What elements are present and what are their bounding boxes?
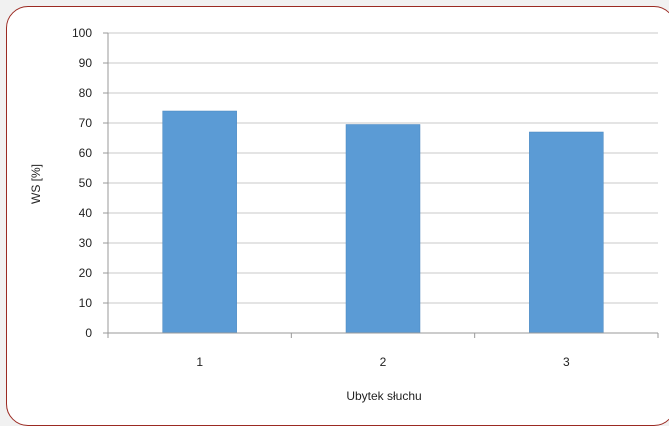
- y-tick-label: 40: [79, 206, 93, 220]
- y-tick-label: 0: [85, 326, 92, 340]
- y-tick-label: 70: [79, 116, 93, 130]
- y-tick-label: 50: [79, 176, 93, 190]
- y-tick-label: 20: [79, 266, 93, 280]
- y-tick-label: 60: [79, 146, 93, 160]
- y-tick-label: 10: [79, 296, 93, 310]
- bar-3: [529, 131, 604, 334]
- y-axis-title: WS [%]: [29, 164, 43, 204]
- x-tick-label: 1: [196, 355, 203, 369]
- x-tick-label: 2: [380, 355, 387, 369]
- x-axis-ticks: 1 2 3: [107, 333, 659, 369]
- bar-2: [345, 124, 421, 334]
- x-axis-title: Ubytek słuchu: [346, 389, 421, 403]
- bar-series: [162, 110, 604, 334]
- y-axis-ticks: 0 10 20 30 40 50 60 70 80 90 100: [72, 26, 108, 340]
- y-tick-label: 80: [79, 86, 93, 100]
- y-tick-label: 100: [72, 26, 92, 40]
- x-tick-label: 3: [563, 355, 570, 369]
- bar-1: [162, 110, 237, 334]
- y-tick-label: 30: [79, 236, 93, 250]
- y-tick-label: 90: [79, 56, 93, 70]
